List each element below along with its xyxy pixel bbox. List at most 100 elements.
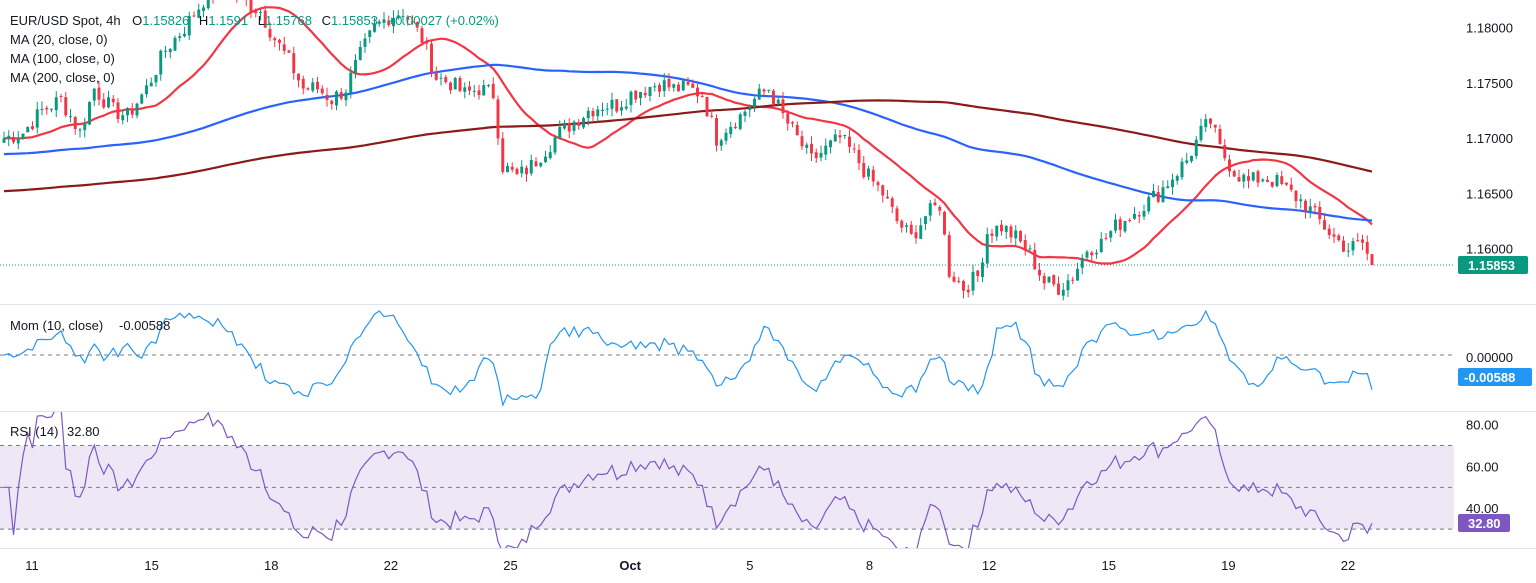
candle: [1171, 173, 1174, 195]
candle: [363, 33, 367, 53]
candle: [805, 142, 809, 154]
ma-line-100: [3, 63, 1373, 222]
candle: [1332, 227, 1336, 243]
candle: [102, 93, 106, 110]
candle: [1237, 169, 1241, 182]
candle: [1038, 262, 1041, 281]
candle: [1023, 234, 1027, 256]
candle: [1052, 274, 1056, 287]
candle: [463, 82, 467, 99]
candle: [738, 112, 742, 131]
candle: [743, 109, 747, 123]
candle: [567, 118, 571, 139]
candle: [852, 143, 856, 154]
candle: [292, 46, 296, 80]
ma20-legend: MA (20, close, 0): [10, 32, 108, 47]
candle: [126, 107, 129, 123]
candle: [212, 0, 214, 4]
momentum-value: -0.00588: [119, 318, 170, 333]
candle: [833, 129, 837, 142]
candle: [886, 189, 889, 199]
candle: [610, 92, 614, 117]
candle: [1009, 224, 1013, 244]
momentum-last-tag: -0.00588: [1458, 368, 1532, 386]
candle: [520, 160, 524, 178]
candle: [501, 132, 505, 175]
candle: [971, 264, 975, 296]
time-axis: 11 15 18 22 25 Oct 5 8 12 15 19 22: [25, 558, 1355, 573]
candle: [1042, 272, 1046, 290]
candle: [947, 231, 951, 279]
candle: [178, 32, 182, 42]
candle: [990, 228, 994, 244]
candle: [249, 0, 253, 19]
candle: [164, 45, 167, 58]
time-axis-label: 5: [746, 558, 753, 573]
time-axis-label: 12: [982, 558, 996, 573]
candle: [601, 102, 604, 117]
candle: [1299, 194, 1303, 209]
candle: [373, 17, 376, 33]
candle: [1161, 180, 1165, 203]
candle: [643, 86, 647, 98]
candle: [1000, 219, 1003, 236]
candle: [529, 154, 533, 176]
change-value: +0.00027 (+0.02%): [388, 13, 499, 28]
candle: [1190, 155, 1193, 164]
candle: [857, 144, 861, 171]
candle: [1076, 262, 1079, 281]
candle: [354, 54, 357, 79]
rsi-legend: RSI (14) 32.80: [10, 424, 100, 439]
candle: [810, 136, 813, 161]
candle: [97, 81, 101, 106]
candle: [515, 167, 519, 176]
candle: [539, 162, 543, 168]
candle: [1123, 220, 1127, 233]
svg-text:EUR/USD Spot, 4h O1.1582: EUR/USD Spot, 4h O1.15826 H1.1591 L1.157…: [10, 13, 499, 28]
candle: [1356, 232, 1360, 242]
candle: [45, 105, 49, 115]
candle: [814, 148, 818, 163]
candle: [1099, 232, 1103, 254]
candle: [686, 77, 690, 87]
candle: [1095, 249, 1098, 259]
candle: [776, 97, 780, 106]
candle: [135, 102, 139, 119]
candle: [548, 145, 552, 160]
candle: [21, 133, 25, 140]
candle: [876, 180, 880, 192]
candle: [624, 98, 628, 111]
candle: [107, 91, 110, 109]
candle: [268, 22, 272, 42]
candle: [316, 76, 319, 94]
symbol-label: EUR/USD Spot, 4h: [10, 13, 121, 28]
candle: [1199, 118, 1203, 143]
candle: [382, 12, 386, 30]
rsi-title: RSI (14): [10, 424, 58, 439]
candle: [1142, 204, 1146, 220]
candle: [287, 49, 291, 53]
candle: [658, 82, 661, 98]
candle: [1228, 154, 1231, 177]
candle: [976, 269, 980, 282]
rsi-axis-tick: 40.00: [1466, 501, 1499, 516]
candle: [553, 134, 557, 155]
candle: [145, 79, 148, 98]
candle: [1071, 276, 1075, 285]
candle: [392, 10, 395, 34]
candle: [183, 26, 186, 38]
candle: [563, 119, 566, 130]
candle: [1251, 171, 1255, 182]
candle: [919, 217, 923, 240]
candle: [1266, 175, 1269, 183]
candle: [914, 225, 918, 244]
candle: [1194, 136, 1198, 160]
candle: [905, 222, 908, 233]
candle: [938, 205, 942, 216]
candle: [1351, 237, 1355, 256]
ma-line-20: [3, 6, 1373, 265]
candle: [401, 8, 405, 24]
candle: [1175, 174, 1179, 185]
candle: [472, 84, 476, 97]
candle: [862, 155, 866, 179]
